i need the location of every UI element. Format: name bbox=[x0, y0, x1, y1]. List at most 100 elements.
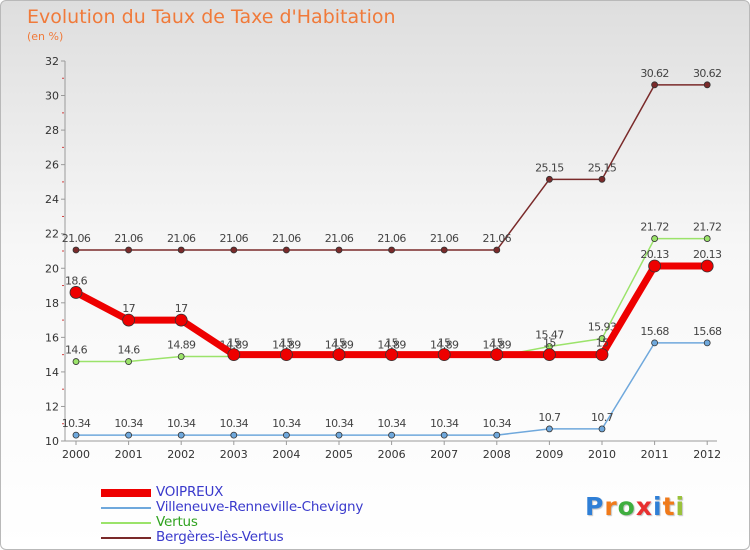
legend-swatch-villeneuve bbox=[101, 507, 151, 509]
data-label-villeneuve-renneville-chevigny: 10.34 bbox=[325, 417, 354, 430]
data-label-villeneuve-renneville-chevigny: 10.34 bbox=[430, 417, 459, 430]
data-point-villeneuve-renneville-chevigny bbox=[230, 431, 238, 439]
data-label-berg-res-l-s-vertus: 25.15 bbox=[588, 161, 617, 174]
proxiti-logo: Proxiti bbox=[585, 492, 685, 521]
data-point-berg-res-l-s-vertus bbox=[388, 246, 396, 254]
data-label-villeneuve-renneville-chevigny: 10.34 bbox=[272, 417, 301, 430]
data-label-vertus: 14.89 bbox=[167, 339, 196, 352]
data-point-berg-res-l-s-vertus bbox=[125, 246, 132, 254]
legend-label-vertus: Vertus bbox=[156, 514, 198, 530]
data-label-vertus: 14.89 bbox=[325, 339, 354, 352]
logo-letter: i bbox=[653, 492, 663, 521]
data-point-villeneuve-renneville-chevigny bbox=[72, 431, 80, 439]
data-label-vertus: 21.72 bbox=[693, 221, 722, 234]
data-label-berg-res-l-s-vertus: 21.06 bbox=[377, 232, 406, 245]
x-tick-label: 2009 bbox=[535, 448, 563, 461]
data-label-berg-res-l-s-vertus: 25.15 bbox=[535, 161, 564, 174]
data-label-voipreux: 20.13 bbox=[640, 248, 669, 261]
y-tick-label: 28 bbox=[45, 124, 59, 137]
data-label-berg-res-l-s-vertus: 21.06 bbox=[325, 232, 354, 245]
x-tick-label: 2005 bbox=[325, 448, 353, 461]
data-label-vertus: 14.6 bbox=[65, 344, 88, 357]
logo-letter: o bbox=[617, 492, 636, 521]
data-point-berg-res-l-s-vertus bbox=[72, 246, 80, 254]
data-point-vertus bbox=[177, 353, 185, 360]
data-label-villeneuve-renneville-chevigny: 10.34 bbox=[167, 417, 196, 430]
data-label-voipreux: 18.6 bbox=[65, 274, 88, 287]
data-label-berg-res-l-s-vertus: 21.06 bbox=[220, 232, 249, 245]
y-tick-label: 24 bbox=[45, 193, 59, 206]
y-tick-label: 20 bbox=[45, 262, 59, 275]
y-tick-label: 16 bbox=[45, 331, 59, 344]
data-point-berg-res-l-s-vertus bbox=[335, 246, 343, 254]
data-label-villeneuve-renneville-chevigny: 15.68 bbox=[693, 325, 722, 338]
data-label-voipreux: 17 bbox=[122, 302, 135, 315]
data-label-villeneuve-renneville-chevigny: 10.34 bbox=[483, 417, 512, 430]
x-tick-label: 2010 bbox=[588, 448, 616, 461]
data-label-voipreux: 15 bbox=[596, 337, 609, 350]
data-label-voipreux: 15 bbox=[333, 337, 346, 350]
data-label-vertus: 15.93 bbox=[588, 321, 617, 334]
data-label-vertus: 14.6 bbox=[118, 344, 141, 357]
data-label-vertus: 21.72 bbox=[640, 221, 669, 234]
x-tick-label: 2003 bbox=[220, 448, 248, 461]
data-point-berg-res-l-s-vertus bbox=[493, 246, 501, 254]
data-label-voipreux: 15 bbox=[385, 337, 398, 350]
data-point-voipreux bbox=[174, 313, 188, 327]
legend-label-voipreux: VOIPREUX bbox=[156, 484, 224, 500]
data-point-villeneuve-renneville-chevigny bbox=[125, 431, 132, 439]
y-tick-label: 22 bbox=[45, 228, 59, 241]
data-point-voipreux bbox=[69, 286, 83, 299]
data-point-villeneuve-renneville-chevigny bbox=[546, 425, 553, 433]
legend-swatch-bergeres bbox=[101, 537, 151, 539]
data-point-voipreux bbox=[700, 259, 714, 273]
data-point-villeneuve-renneville-chevigny bbox=[651, 339, 658, 347]
data-label-voipreux: 15 bbox=[227, 337, 240, 350]
y-axis-unit-label: (en %) bbox=[27, 30, 64, 43]
y-tick-label: 10 bbox=[45, 435, 59, 448]
data-label-vertus: 14.89 bbox=[430, 339, 459, 352]
data-point-voipreux bbox=[595, 348, 609, 362]
data-point-villeneuve-renneville-chevigny bbox=[598, 425, 606, 433]
data-label-berg-res-l-s-vertus: 21.06 bbox=[114, 232, 143, 245]
data-point-voipreux bbox=[227, 348, 241, 362]
chart-title: Evolution du Taux de Taxe d'Habitation bbox=[27, 6, 396, 28]
data-point-villeneuve-renneville-chevigny bbox=[440, 431, 448, 439]
legend-swatch-vertus bbox=[101, 522, 151, 524]
data-point-berg-res-l-s-vertus bbox=[703, 81, 711, 89]
data-label-berg-res-l-s-vertus: 21.06 bbox=[167, 232, 196, 245]
data-label-villeneuve-renneville-chevigny: 10.7 bbox=[538, 411, 561, 424]
y-tick-label: 26 bbox=[45, 159, 59, 172]
legend-swatch-voipreux bbox=[101, 489, 151, 497]
data-point-villeneuve-renneville-chevigny bbox=[282, 431, 290, 439]
x-tick-label: 2012 bbox=[693, 448, 721, 461]
data-label-voipreux: 15 bbox=[490, 337, 503, 350]
x-tick-label: 2011 bbox=[641, 448, 669, 461]
data-label-voipreux: 15 bbox=[543, 337, 556, 350]
logo-letter: i bbox=[675, 492, 686, 521]
x-tick-label: 2006 bbox=[378, 448, 406, 461]
y-tick-label: 12 bbox=[45, 400, 59, 413]
data-label-villeneuve-renneville-chevigny: 10.34 bbox=[114, 417, 143, 430]
data-point-berg-res-l-s-vertus bbox=[546, 175, 553, 183]
data-point-voipreux bbox=[490, 348, 504, 362]
logo-letter: x bbox=[635, 492, 653, 521]
data-label-berg-res-l-s-vertus: 30.62 bbox=[693, 67, 722, 80]
data-label-vertus: 14.89 bbox=[272, 339, 301, 352]
data-label-villeneuve-renneville-chevigny: 10.34 bbox=[62, 417, 91, 430]
data-point-vertus bbox=[703, 235, 711, 242]
y-tick-label: 30 bbox=[45, 90, 59, 103]
data-point-voipreux bbox=[332, 348, 346, 362]
data-point-berg-res-l-s-vertus bbox=[230, 246, 238, 254]
data-point-voipreux bbox=[279, 348, 293, 362]
data-point-berg-res-l-s-vertus bbox=[282, 246, 290, 254]
data-point-voipreux bbox=[437, 348, 451, 362]
data-point-vertus bbox=[72, 358, 80, 365]
data-point-berg-res-l-s-vertus bbox=[598, 175, 606, 183]
data-label-villeneuve-renneville-chevigny: 10.7 bbox=[591, 411, 614, 424]
data-point-berg-res-l-s-vertus bbox=[177, 246, 185, 254]
logo-letter: r bbox=[604, 492, 618, 521]
data-point-voipreux bbox=[648, 259, 661, 273]
